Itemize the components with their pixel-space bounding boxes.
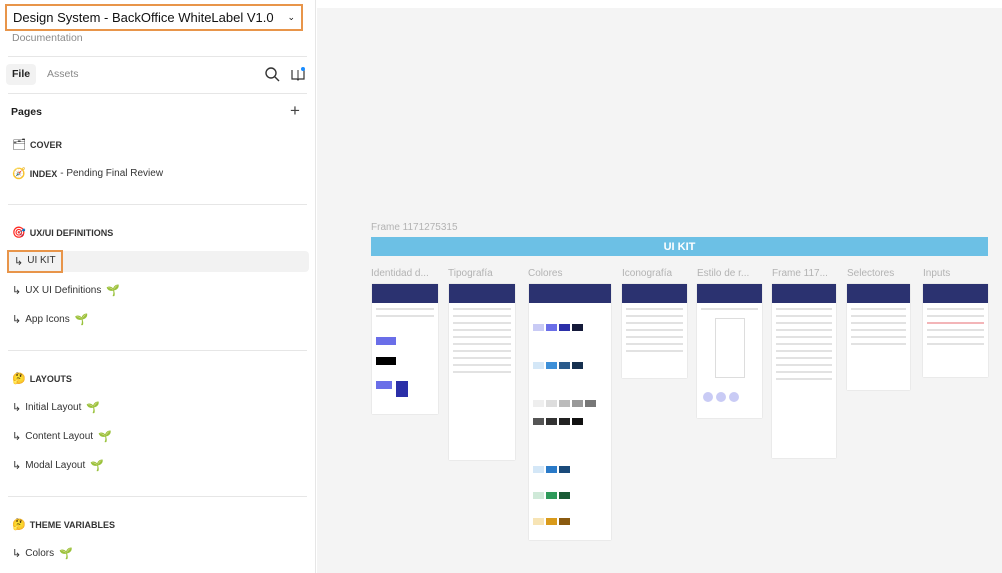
sprout-icon: 🌱 [86,402,101,414]
page-label: UI KIT [27,255,56,266]
divider [8,204,307,205]
ui-kit-banner[interactable]: UI KIT [371,237,988,256]
add-page-icon[interactable]: + [290,101,300,120]
subpage-arrow-icon: ↳ [12,314,22,326]
page-ui-kit[interactable]: ↳ UI KIT [7,250,309,273]
frame-label[interactable]: Identidad d... [371,268,429,279]
frame-label[interactable]: Inputs [923,268,951,279]
frame-thumbnail-frame-117[interactable] [772,284,836,458]
sprout-icon: 🌱 [90,460,104,472]
library-icon[interactable] [290,66,306,82]
page-uxui-definitions-section[interactable]: 🎯 UX/UI DEFINITIONS [7,222,309,243]
subpage-arrow-icon: ↳ [12,402,22,414]
frame-thumbnail-colores[interactable] [529,284,611,540]
tab-file[interactable]: File [6,64,37,85]
target-icon: 🎯 [12,227,26,239]
page-label: Colors [25,548,55,559]
page-label-rest: - Pending Final Review [60,168,164,179]
pages-heading: Pages [11,106,42,118]
page-label: Content Layout [25,431,94,442]
sidebar: Design System - BackOffice WhiteLabel V1… [0,0,316,573]
subpage-arrow-icon: ↳ [12,460,22,472]
divider [8,93,307,94]
file-subtitle: Documentation [12,32,83,44]
sprout-icon: 🌱 [59,548,73,560]
subpage-arrow-icon: ↳ [12,285,22,297]
frame-thumbnail-iconografia[interactable] [622,284,687,378]
page-label: App Icons [25,314,70,325]
frame-thumbnail-identidad[interactable] [372,284,438,414]
subpage-arrow-icon: ↳ [12,548,22,560]
page-label: THEME VARIABLES [29,519,116,530]
page-label: Modal Layout [25,460,86,471]
subpage-arrow-icon: ↳ [12,431,22,443]
page-label: COVER [29,139,62,150]
page-layouts-section[interactable]: 🤔 LAYOUTS [7,368,309,389]
frame-thumbnail-estilo[interactable] [697,284,762,418]
page-label: LAYOUTS [29,373,72,384]
thinking-face-icon: 🤔 [12,373,26,385]
file-title: Design System - BackOffice WhiteLabel V1… [13,10,274,25]
page-label: UX/UI DEFINITIONS [29,227,114,238]
frame-thumbnail-inputs[interactable] [923,284,988,377]
page-content-layout[interactable]: ↳ Content Layout 🌱 [7,426,309,447]
page-label: UX UI Definitions [25,285,102,296]
frame-label[interactable]: Selectores [847,268,895,279]
frame-name[interactable]: Frame 1171275315 [371,222,458,233]
page-initial-layout[interactable]: ↳ Initial Layout 🌱 [7,397,309,418]
page-index[interactable]: 🧭 INDEX - Pending Final Review [7,163,309,184]
page-label: Initial Layout [25,402,82,413]
page-label: INDEX [29,168,58,179]
page-colors[interactable]: ↳ Colors 🌱 [7,543,309,564]
sprout-icon: 🌱 [98,431,112,443]
frame-label[interactable]: Colores [528,268,563,279]
frame-label[interactable]: Iconografía [622,268,673,279]
frame-label[interactable]: Estilo de r... [697,268,750,279]
sprout-icon: 🌱 [106,285,121,297]
compass-icon: 🧭 [12,168,26,180]
frame-label[interactable]: Frame 117... [772,268,828,279]
page-cover[interactable]: 🗂 COVER [7,134,309,155]
frame-thumbnail-tipografia[interactable] [449,284,515,460]
tab-assets[interactable]: Assets [47,68,79,80]
subpage-arrow-icon: ↳ [14,256,24,268]
divider [8,56,307,57]
divider [8,350,307,351]
page-app-icons[interactable]: ↳ App Icons 🌱 [7,309,309,330]
page-modal-layout[interactable]: ↳ Modal Layout 🌱 [7,455,309,476]
file-title-dropdown[interactable]: Design System - BackOffice WhiteLabel V1… [5,4,303,31]
search-icon[interactable] [264,66,280,82]
frame-label[interactable]: Tipografía [448,268,493,279]
sprout-icon: 🌱 [74,314,89,326]
frame-thumbnail-selectores[interactable] [847,284,910,390]
page-ux-ui-definitions[interactable]: ↳ UX UI Definitions 🌱 [7,280,309,301]
divider [8,496,307,497]
thinking-face-icon: 🤔 [12,519,26,531]
chevron-down-icon: ⌄ [287,12,295,22]
folder-icon: 🗂 [12,139,26,151]
page-theme-variables-section[interactable]: 🤔 THEME VARIABLES [7,514,309,535]
